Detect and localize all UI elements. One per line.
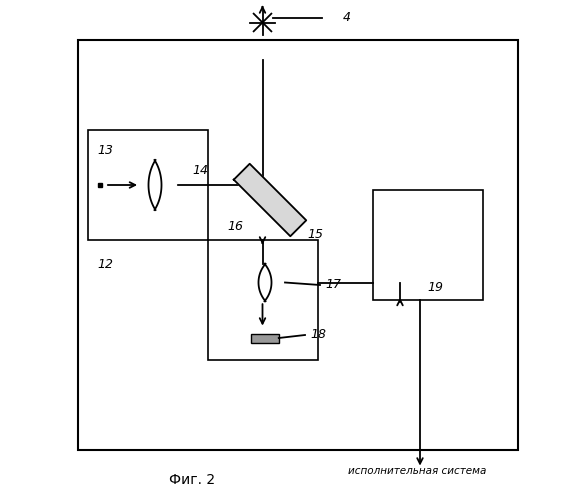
Text: 17: 17 — [325, 278, 341, 291]
Polygon shape — [234, 164, 306, 236]
Text: 19: 19 — [428, 281, 443, 294]
Text: 18: 18 — [310, 328, 326, 342]
Text: 4: 4 — [342, 11, 350, 24]
Bar — [208, 240, 318, 360]
Text: 13: 13 — [98, 144, 113, 156]
Text: 14: 14 — [192, 164, 208, 177]
Text: 16: 16 — [228, 220, 243, 232]
Text: 15: 15 — [308, 228, 324, 240]
Bar — [88, 130, 208, 240]
Bar — [251, 334, 278, 342]
Bar — [77, 40, 518, 450]
Text: 12: 12 — [98, 258, 113, 272]
Bar — [373, 190, 483, 300]
Text: исполнительная система: исполнительная система — [348, 466, 487, 476]
Text: Фиг. 2: Фиг. 2 — [170, 473, 215, 487]
